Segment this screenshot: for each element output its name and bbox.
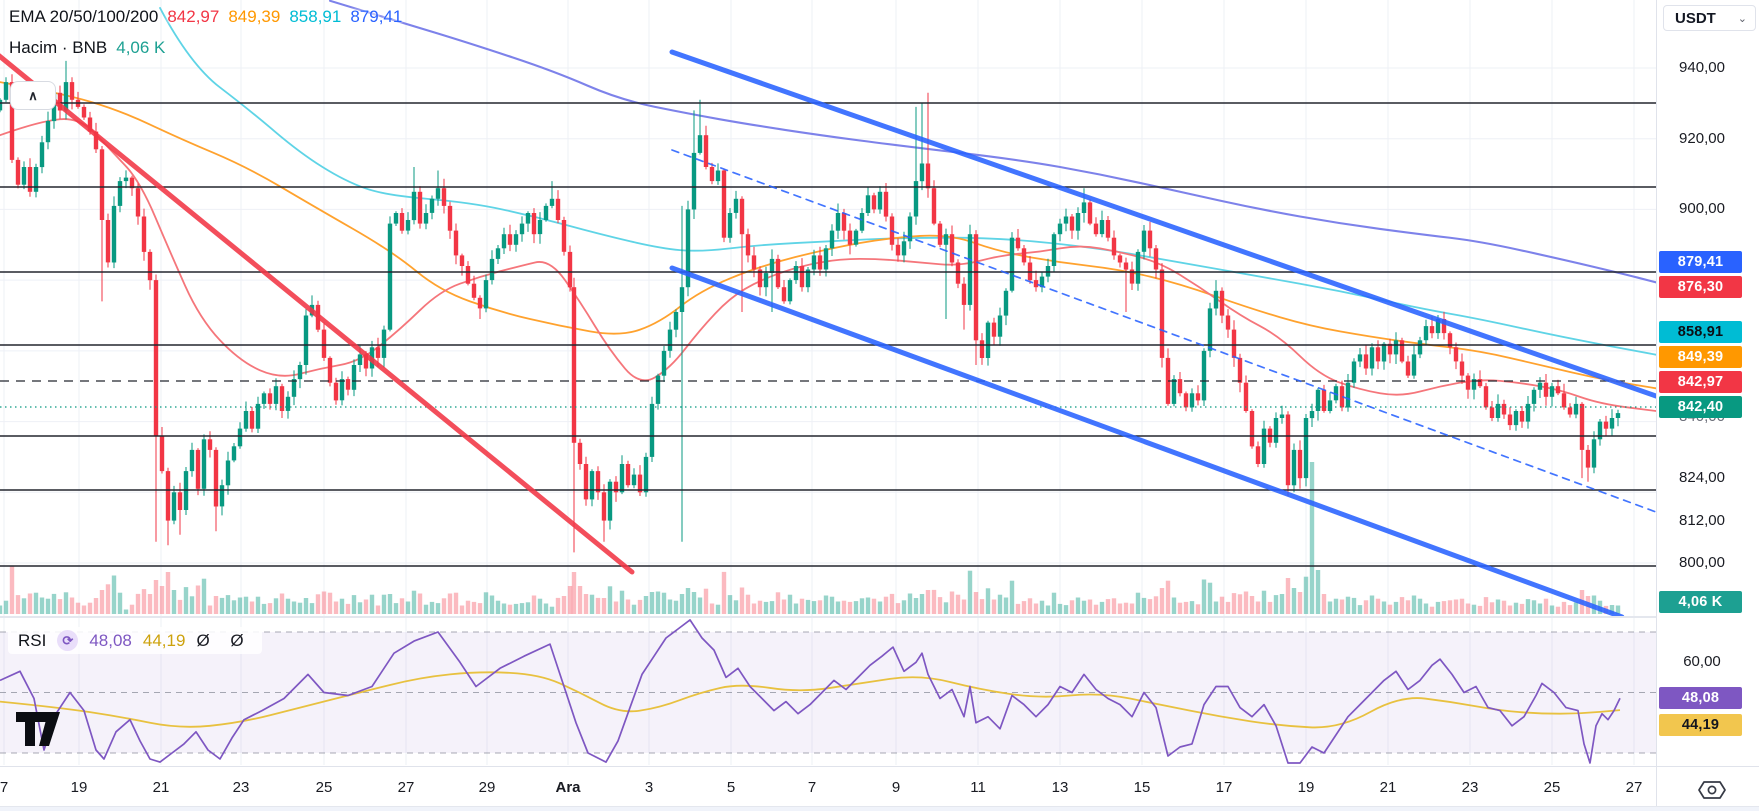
price-label: 824,00 [1679, 469, 1725, 486]
trendlines[interactable] [0, 49, 1656, 617]
time-label: 27 [1625, 779, 1643, 796]
price-label: 900,00 [1679, 200, 1725, 217]
time-label: 21 [1379, 779, 1397, 796]
candles-series [0, 60, 1621, 553]
price-badge: 4,06 K [1659, 591, 1742, 613]
rsi-legend[interactable]: RSI ⟳ 48,08 44,19 Ø Ø [8, 627, 262, 654]
chevron-down-icon: ⌄ [1737, 12, 1747, 25]
time-label: 7 [807, 779, 817, 796]
time-label: 23 [1461, 779, 1479, 796]
time-label: Ara [555, 779, 581, 796]
horizontal-level-lines[interactable] [0, 102, 1656, 567]
price-badge: 849,39 [1659, 346, 1742, 368]
ema50-line [0, 81, 1656, 390]
time-label: 25 [315, 779, 333, 796]
rsi-value: 48,08 [89, 630, 132, 650]
time-label: 19 [70, 779, 88, 796]
time-label: 25 [1543, 779, 1561, 796]
rsi-axis-label: 60,00 [1683, 653, 1721, 670]
ema100-line [159, 7, 1656, 356]
ema-legend[interactable]: EMA 20/50/100/200 842,97 849,39 858,91 8… [9, 7, 402, 27]
price-label: 920,00 [1679, 130, 1725, 147]
ema20-value: 842,97 [167, 7, 220, 26]
volume-value: 4,06 K [116, 38, 166, 57]
chevron-up-icon: ∧ [28, 87, 38, 103]
ema-legend-title: EMA 20/50/100/200 [9, 7, 159, 26]
price-label: 800,00 [1679, 554, 1725, 571]
price-label: 812,00 [1679, 512, 1725, 529]
currency-label: USDT [1675, 9, 1716, 27]
time-label: 19 [1297, 779, 1315, 796]
blue-upper-trendline[interactable] [669, 49, 1656, 399]
ema200-value: 879,41 [350, 7, 403, 26]
time-label: 29 [478, 779, 496, 796]
pane-separator[interactable] [0, 616, 1656, 618]
rsi-empty-params: Ø Ø [196, 630, 252, 650]
ema200-line [328, 0, 1656, 284]
time-label: 23 [232, 779, 250, 796]
price-badge: 879,41 [1659, 251, 1742, 273]
blue-dashed-midline[interactable] [671, 149, 1656, 513]
volume-legend-title: Hacim · BNB [9, 38, 108, 57]
rsi-ma-line [0, 671, 1621, 729]
currency-dropdown[interactable]: USDT ⌄ [1663, 5, 1756, 31]
price-badge: 44,19 [1659, 714, 1742, 736]
volume-bars [0, 462, 1621, 614]
rsi-refresh-icon[interactable]: ⟳ [57, 630, 79, 651]
price-axis-separator [1656, 0, 1657, 806]
time-label: 11 [970, 779, 986, 796]
price-label: 940,00 [1679, 59, 1725, 76]
time-label: 3 [644, 779, 654, 796]
eye-settings-icon[interactable] [1697, 779, 1727, 801]
tradingview-logo[interactable] [15, 710, 61, 748]
price-badge: 858,91 [1659, 321, 1742, 343]
time-label: 5 [726, 779, 736, 796]
legend-collapse-button[interactable]: ∧ [10, 81, 56, 110]
red-trendline[interactable] [0, 50, 635, 575]
ema100-value: 858,91 [289, 7, 342, 26]
time-label: 9 [891, 779, 901, 796]
time-label: 15 [1133, 779, 1151, 796]
volume-legend[interactable]: Hacim · BNB 4,06 K [9, 38, 165, 58]
rsi-title: RSI [18, 630, 47, 650]
ema50-value: 849,39 [228, 7, 281, 26]
price-badge: 876,30 [1659, 276, 1742, 298]
footer-strip [0, 806, 1759, 811]
time-label: 17 [1215, 779, 1233, 796]
vertical-gridlines [3, 0, 1635, 765]
time-label: 7 [0, 779, 9, 796]
rsi-line [0, 619, 1621, 764]
time-axis-separator [0, 766, 1759, 767]
price-badge: 48,08 [1659, 687, 1742, 709]
time-label: 21 [152, 779, 170, 796]
rsi-plot [0, 619, 1621, 764]
rsi-ma-value: 44,19 [142, 630, 186, 650]
rsi-band [0, 631, 1656, 754]
blue-lower-trendline[interactable] [669, 265, 1625, 617]
price-badge: 842,40 [1659, 396, 1742, 418]
time-label: 27 [397, 779, 415, 796]
time-label: 13 [1051, 779, 1069, 796]
price-badge: 842,97 [1659, 371, 1742, 393]
